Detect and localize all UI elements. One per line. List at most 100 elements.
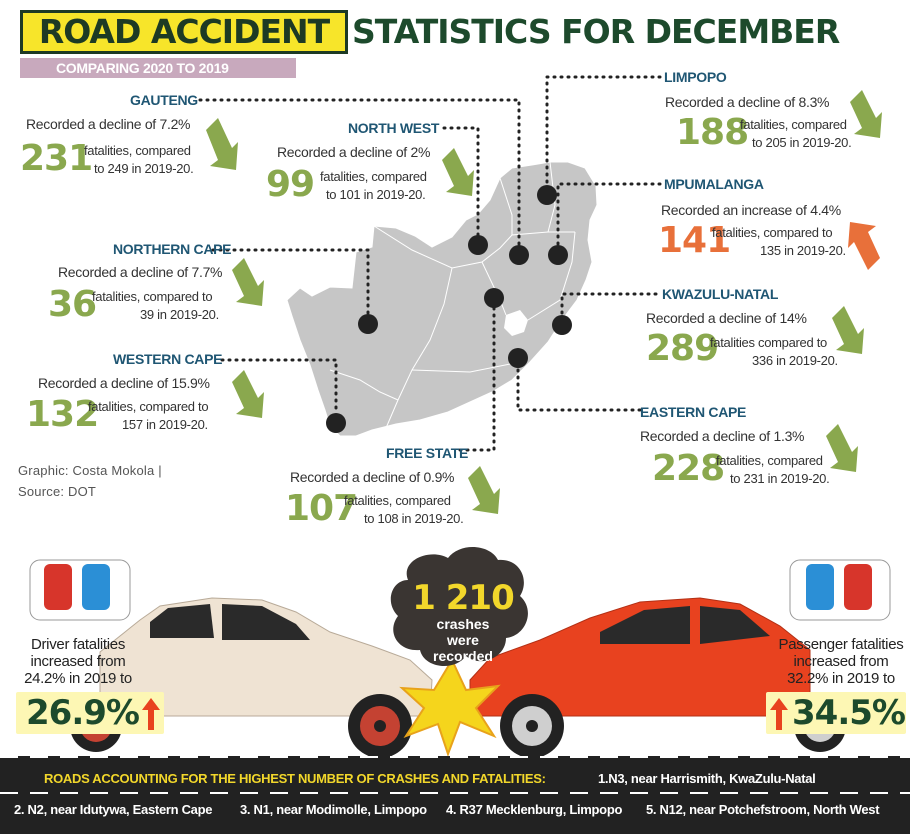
- prov-line1-eastern-cape: fatalities, compared: [716, 453, 823, 468]
- prov-line1-northern-cape: fatalities, compared to: [92, 289, 213, 304]
- dot-mpumalanga: [548, 245, 568, 265]
- passenger-seats-icon: [789, 559, 891, 621]
- arrow-down-limpopo: [850, 90, 882, 138]
- crash-line1: crashes: [436, 616, 490, 632]
- road-marking-mid: [0, 792, 910, 794]
- road-item-5: 5. N12, near Potchefstroom, North West: [646, 802, 880, 817]
- arrow-down-free-state: [468, 466, 500, 514]
- passenger-up-arrow-icon: [770, 698, 788, 730]
- prov-value-western-cape: 132: [26, 394, 99, 435]
- prov-name-mpumalanga: MPUMALANGA: [664, 176, 764, 192]
- credit: Graphic: Costa Mokola | Source: DOT: [18, 460, 162, 502]
- dot-north-west: [468, 235, 488, 255]
- crash-count-group: 1 210 crashes were recorded: [410, 580, 516, 664]
- driver-line1: Driver fatalities: [30, 636, 126, 653]
- prov-line1-kwazulu-natal: fatalities compared to: [710, 335, 827, 350]
- arrow-down-western-cape: [232, 370, 264, 418]
- passenger-line1: Passenger fatalities: [778, 636, 904, 653]
- arrow-down-gauteng: [206, 118, 238, 170]
- dot-kwazulu-natal: [552, 315, 572, 335]
- driver-value: 26.9%: [26, 693, 140, 733]
- prov-change-gauteng: Recorded a decline of 7.2%: [26, 116, 191, 132]
- prov-value-limpopo: 188: [676, 112, 749, 153]
- prov-line2-western-cape: 157 in 2019-20.: [122, 417, 208, 432]
- arrow-up-mpumalanga: [848, 222, 880, 270]
- crash-line2: were: [447, 632, 479, 648]
- subtitle: COMPARING 2020 TO 2019: [20, 58, 296, 78]
- arrow-down-north-west: [442, 148, 474, 196]
- sa-map: [198, 75, 882, 514]
- prov-value-free-state: 107: [285, 488, 358, 529]
- prov-change-free-state: Recorded a decline of 0.9%: [290, 469, 455, 485]
- prov-change-eastern-cape: Recorded a decline of 1.3%: [640, 428, 805, 444]
- driver-fatalities-text: Driver fatalities increased from 24.2% i…: [16, 636, 140, 687]
- prov-line2-eastern-cape: to 231 in 2019-20.: [730, 471, 830, 486]
- driver-seats-icon: [29, 559, 131, 621]
- dot-eastern-cape: [508, 348, 528, 368]
- dot-limpopo: [537, 185, 557, 205]
- prov-name-gauteng: GAUTENG: [130, 92, 198, 108]
- leader-lines: [198, 75, 662, 452]
- road-item-4: 4. R37 Mecklenburg, Limpopo: [446, 802, 623, 817]
- credit-graphic: Graphic: Costa Mokola |: [18, 463, 162, 478]
- passenger-line3: 32.2% in 2019 to: [787, 670, 895, 687]
- prov-line2-mpumalanga: 135 in 2019-20.: [760, 243, 846, 258]
- driver-line2: increased from: [30, 653, 126, 670]
- prov-value-north-west: 99: [266, 164, 315, 205]
- prov-change-limpopo: Recorded a decline of 8.3%: [665, 94, 830, 110]
- map-dots: [326, 185, 572, 433]
- crash-line3: recorded: [433, 648, 493, 664]
- passenger-fatalities-text: Passenger fatalities increased from 32.2…: [772, 636, 910, 687]
- trend-arrows: [206, 90, 882, 514]
- dot-gauteng: [509, 245, 529, 265]
- crash-count: 1 210: [412, 578, 514, 618]
- roads-heading: ROADS ACCOUNTING FOR THE HIGHEST NUMBER …: [44, 771, 546, 786]
- road-marking-top: [0, 756, 910, 758]
- right-car: [469, 597, 846, 758]
- prov-line2-gauteng: to 249 in 2019-20.: [94, 161, 194, 176]
- smoke-cloud: [390, 546, 528, 667]
- prov-line2-limpopo: to 205 in 2019-20.: [752, 135, 852, 150]
- title-highlight: ROAD ACCIDENT: [38, 12, 330, 51]
- road-item-1: 1.N3, near Harrismith, KwaZulu-Natal: [598, 771, 816, 786]
- driver-value-box: 26.9%: [16, 692, 164, 734]
- prov-change-kwazulu-natal: Recorded a decline of 14%: [646, 310, 807, 326]
- roads-footer: ROADS ACCOUNTING FOR THE HIGHEST NUMBER …: [0, 756, 910, 834]
- prov-value-northern-cape: 36: [48, 284, 97, 325]
- prov-line2-kwazulu-natal: 336 in 2019-20.: [752, 353, 838, 368]
- prov-value-mpumalanga: 141: [658, 220, 731, 261]
- prov-value-kwazulu-natal: 289: [646, 328, 719, 369]
- passenger-value-box: 34.5%: [766, 692, 906, 734]
- driver-line3: 24.2% in 2019 to: [24, 670, 132, 687]
- dot-western-cape: [326, 413, 346, 433]
- prov-line2-north-west: to 101 in 2019-20.: [326, 187, 426, 202]
- prov-name-limpopo: LIMPOPO: [664, 69, 727, 85]
- prov-line2-northern-cape: 39 in 2019-20.: [140, 307, 219, 322]
- passenger-value: 34.5%: [792, 693, 906, 733]
- prov-name-eastern-cape: EASTERN CAPE: [640, 404, 747, 420]
- prov-value-eastern-cape: 228: [652, 448, 725, 489]
- prov-line1-mpumalanga: fatalities, compared to: [712, 225, 833, 240]
- prov-change-northern-cape: Recorded a decline of 7.7%: [58, 264, 223, 280]
- prov-line2-free-state: to 108 in 2019-20.: [364, 511, 464, 526]
- title-highlight-box: ROAD ACCIDENT: [20, 10, 348, 54]
- road-item-2: 2. N2, near Idutywa, Eastern Cape: [14, 802, 213, 817]
- prov-name-north-west: NORTH WEST: [348, 120, 440, 136]
- prov-line1-north-west: fatalities, compared: [320, 169, 427, 184]
- lesotho: [504, 310, 528, 336]
- prov-line1-western-cape: fatalities, compared to: [88, 399, 209, 414]
- prov-name-kwazulu-natal: KWAZULU-NATAL: [662, 286, 779, 302]
- prov-change-mpumalanga: Recorded an increase of 4.4%: [661, 202, 841, 218]
- prov-name-northern-cape: NORTHERN CAPE: [113, 241, 232, 257]
- driver-up-arrow-icon: [142, 698, 160, 730]
- passenger-line2: increased from: [793, 653, 889, 670]
- prov-name-western-cape: WESTERN CAPE: [113, 351, 223, 367]
- prov-line1-free-state: fatalities, compared: [344, 493, 451, 508]
- dot-northern-cape: [358, 314, 378, 334]
- prov-value-gauteng: 231: [20, 138, 93, 179]
- prov-change-western-cape: Recorded a decline of 15.9%: [38, 375, 210, 391]
- prov-line1-limpopo: fatalities, compared: [740, 117, 847, 132]
- prov-change-north-west: Recorded a decline of 2%: [277, 144, 431, 160]
- prov-name-free-state: FREE STATE: [386, 445, 469, 461]
- credit-source: Source: DOT: [18, 484, 97, 499]
